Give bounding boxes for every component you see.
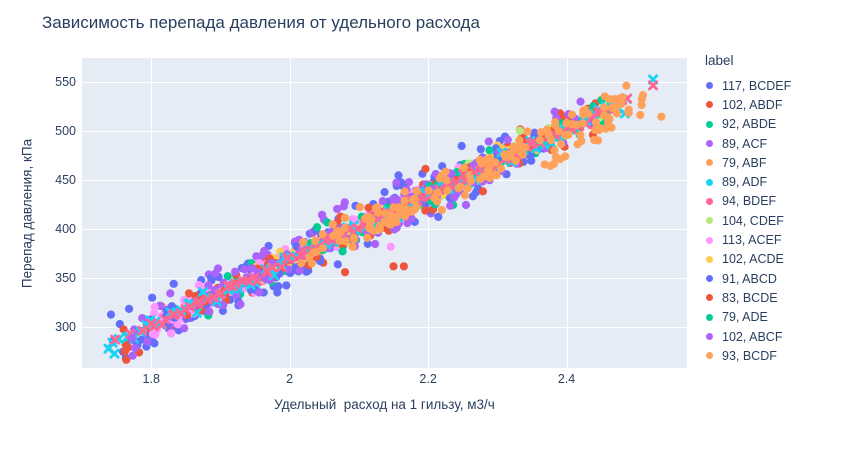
x-axis-title: Удельный расход на 1 гильзу, м3/ч bbox=[274, 397, 495, 412]
legend-item-label: 94, BDEF bbox=[722, 194, 777, 209]
legend-item-label: 83, BCDE bbox=[722, 290, 778, 305]
x-tick-label: 2 bbox=[286, 372, 294, 386]
legend-marker-icon bbox=[706, 313, 713, 321]
legend-item[interactable]: 102, ABDF bbox=[700, 95, 850, 114]
legend-items: 117, BCDEF 102, ABDF 92, ABDE 89, ACF 79, AB… bbox=[700, 76, 850, 365]
legend-item-label: 104, CDEF bbox=[722, 213, 784, 228]
legend-marker-icon bbox=[706, 120, 713, 128]
legend-marker-icon bbox=[706, 178, 713, 186]
legend-item[interactable]: 83, BCDE bbox=[700, 288, 850, 307]
x-tick-label: 1.8 bbox=[142, 372, 160, 386]
legend-item-label: 102, ACDE bbox=[722, 252, 784, 267]
legend-marker-icon bbox=[706, 333, 713, 340]
legend-item[interactable]: 91, ABCD bbox=[700, 269, 850, 288]
legend-item[interactable]: 102, ABCF bbox=[700, 327, 850, 346]
legend: label 117, BCDEF 102, ABDF 92, ABDE 89, ACF… bbox=[700, 53, 850, 365]
legend-marker-icon bbox=[706, 82, 713, 90]
legend-item-label: 93, BCDF bbox=[722, 348, 777, 363]
scatter-plot-canvas[interactable] bbox=[82, 58, 687, 368]
legend-marker-icon bbox=[706, 255, 713, 263]
legend-item[interactable]: 79, ABF bbox=[700, 153, 850, 172]
legend-item-label: 89, ADF bbox=[722, 175, 768, 190]
legend-item-label: 89, ACF bbox=[722, 136, 768, 151]
legend-marker-icon bbox=[706, 275, 713, 283]
chart-title: Зависимость перепада давления от удельно… bbox=[42, 13, 480, 32]
legend-item[interactable]: 102, ACDE bbox=[700, 250, 850, 269]
legend-marker-icon bbox=[706, 159, 713, 167]
legend-item-label: 79, ABF bbox=[722, 155, 767, 170]
y-axis-title: Перепад давления, кПа bbox=[19, 138, 35, 289]
legend-item[interactable]: 79, ADE bbox=[700, 308, 850, 327]
legend-item[interactable]: 89, ADF bbox=[700, 172, 850, 191]
legend-item-label: 113, ACEF bbox=[722, 233, 782, 248]
legend-marker-icon bbox=[706, 236, 713, 244]
y-tick-label: 350 bbox=[55, 271, 76, 286]
legend-item[interactable]: 104, CDEF bbox=[700, 211, 850, 230]
y-tick-label: 450 bbox=[55, 173, 76, 188]
legend-item-label: 91, ABCD bbox=[722, 271, 777, 286]
y-tick-label: 400 bbox=[55, 222, 76, 237]
legend-item-label: 79, ADE bbox=[722, 310, 768, 325]
legend-item[interactable]: 113, ACEF bbox=[700, 230, 850, 249]
legend-marker-icon bbox=[706, 101, 713, 109]
legend-item[interactable]: 93, BCDF bbox=[700, 346, 850, 365]
legend-marker-icon bbox=[706, 140, 713, 148]
y-tick-label: 500 bbox=[55, 124, 76, 139]
legend-item[interactable]: 117, BCDEF bbox=[700, 76, 850, 95]
legend-item-label: 117, BCDEF bbox=[722, 78, 792, 93]
x-tick-label: 2.4 bbox=[557, 372, 576, 386]
y-tick-label: 300 bbox=[55, 319, 76, 334]
y-tick-label: 550 bbox=[55, 75, 76, 90]
legend-title: label bbox=[705, 53, 734, 68]
legend-item-label: 102, ABDF bbox=[722, 97, 783, 112]
legend-marker-icon bbox=[706, 294, 713, 302]
legend-item-label: 102, ABCF bbox=[722, 329, 783, 344]
legend-item[interactable]: 92, ABDE bbox=[700, 115, 850, 134]
legend-marker-icon bbox=[706, 352, 713, 360]
legend-item[interactable]: 94, BDEF bbox=[700, 192, 850, 211]
legend-item[interactable]: 89, ACF bbox=[700, 134, 850, 153]
legend-item-label: 92, ABDE bbox=[722, 117, 777, 132]
plot-area[interactable] bbox=[82, 58, 687, 368]
x-tick-label: 2.2 bbox=[419, 372, 437, 386]
legend-marker-icon bbox=[706, 197, 713, 205]
legend-marker-icon bbox=[706, 217, 713, 225]
